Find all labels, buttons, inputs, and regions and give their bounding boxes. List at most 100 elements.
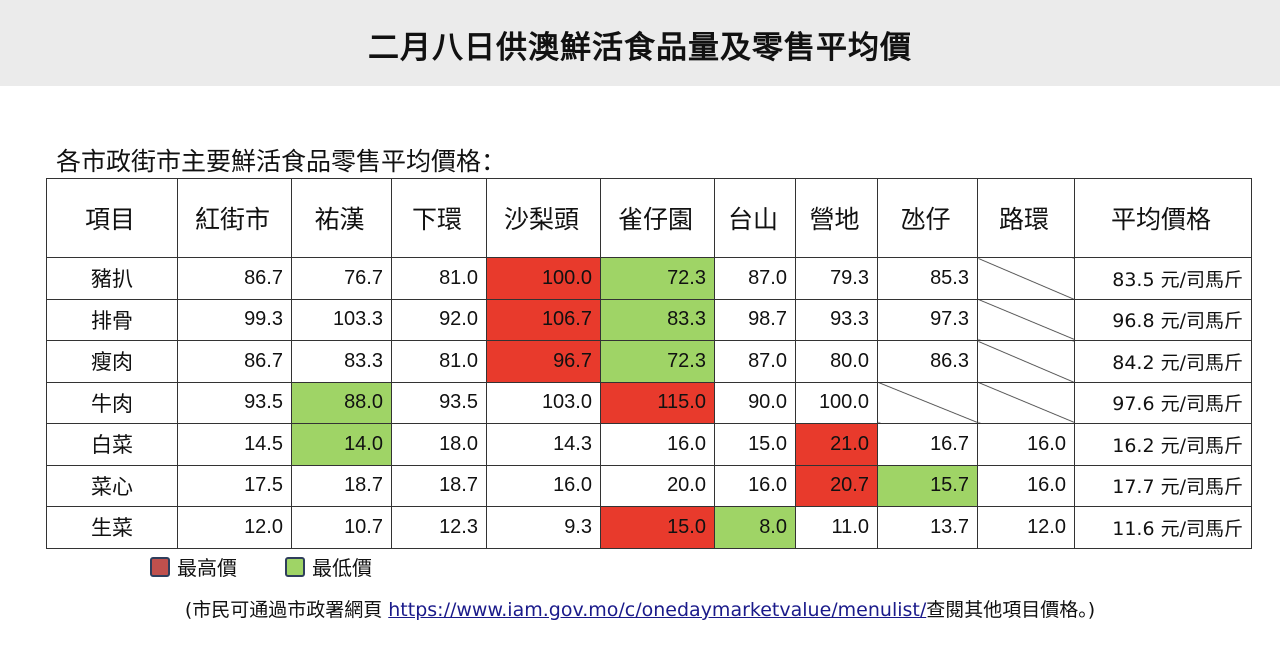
price-cell: 86.7 xyxy=(177,340,292,383)
footnote: (市民可通過市政署網頁 https://www.iam.gov.mo/c/one… xyxy=(0,595,1280,622)
no-data-cell xyxy=(977,340,1075,383)
legend-lowest-label: 最低價 xyxy=(312,556,372,580)
lowest-swatch-icon xyxy=(285,556,305,577)
price-cell: 90.0 xyxy=(714,381,796,424)
legend-highest-label: 最高價 xyxy=(177,556,237,580)
column-header: 雀仔園 xyxy=(600,178,715,258)
average-price-cell: 84.2 元/司馬斤 xyxy=(1074,340,1252,383)
average-price-cell: 83.5 元/司馬斤 xyxy=(1074,257,1252,300)
column-header: 平均價格 xyxy=(1074,178,1252,258)
no-data-cell xyxy=(977,257,1075,300)
highest-price-cell: 20.7 xyxy=(795,464,878,507)
no-data-cell xyxy=(877,381,978,424)
iam-website-link[interactable]: https://www.iam.gov.mo/c/onedaymarketval… xyxy=(388,599,927,621)
price-cell: 16.0 xyxy=(600,423,715,466)
table-header-row: 項目 紅街市 祐漢 下環 沙梨頭 雀仔園 台山 營地 氹仔 路環 平均價格 xyxy=(46,178,1252,258)
price-cell: 92.0 xyxy=(391,298,487,341)
price-cell: 13.7 xyxy=(877,506,978,549)
average-price-cell: 96.8 元/司馬斤 xyxy=(1074,298,1252,341)
table-row: 牛肉 93.5 88.0 93.5 103.0 115.0 90.0 100.0 97.6 元/… xyxy=(46,381,1252,424)
price-cell: 18.7 xyxy=(291,464,392,507)
no-data-cell xyxy=(977,298,1075,341)
column-header: 紅街市 xyxy=(177,178,292,258)
price-cell: 20.0 xyxy=(600,464,715,507)
legend-lowest: 最低價 xyxy=(285,552,372,581)
average-price-cell: 17.7 元/司馬斤 xyxy=(1074,464,1252,507)
lowest-price-cell: 15.7 xyxy=(877,464,978,507)
lowest-price-cell: 88.0 xyxy=(291,381,392,424)
table-row: 瘦肉 86.7 83.3 81.0 96.7 72.3 87.0 80.0 86.3 84.2 元… xyxy=(46,340,1252,383)
column-header: 路環 xyxy=(977,178,1075,258)
price-cell: 14.5 xyxy=(177,423,292,466)
price-cell: 12.3 xyxy=(391,506,487,549)
price-cell: 97.3 xyxy=(877,298,978,341)
price-cell: 103.0 xyxy=(486,381,601,424)
table-row: 生菜 12.0 10.7 12.3 9.3 15.0 8.0 11.0 13.7 12.0 11.6… xyxy=(46,506,1252,549)
average-price-cell: 11.6 元/司馬斤 xyxy=(1074,506,1252,549)
column-header: 祐漢 xyxy=(291,178,392,258)
price-cell: 11.0 xyxy=(795,506,878,549)
highest-swatch-icon xyxy=(150,556,170,577)
column-header: 項目 xyxy=(46,178,178,258)
price-cell: 87.0 xyxy=(714,257,796,300)
row-item-name: 瘦肉 xyxy=(46,340,178,383)
column-header: 氹仔 xyxy=(877,178,978,258)
title-bar xyxy=(0,0,1280,86)
price-cell: 83.3 xyxy=(291,340,392,383)
price-cell: 18.0 xyxy=(391,423,487,466)
price-cell: 10.7 xyxy=(291,506,392,549)
price-cell: 85.3 xyxy=(877,257,978,300)
highest-price-cell: 15.0 xyxy=(600,506,715,549)
price-cell: 18.7 xyxy=(391,464,487,507)
column-header: 下環 xyxy=(391,178,487,258)
lowest-price-cell: 72.3 xyxy=(600,257,715,300)
price-cell: 16.0 xyxy=(714,464,796,507)
price-cell: 81.0 xyxy=(391,340,487,383)
price-cell: 15.0 xyxy=(714,423,796,466)
page-title: 二月八日供澳鮮活食品量及零售平均價 xyxy=(368,30,912,66)
price-table: 項目 紅街市 祐漢 下環 沙梨頭 雀仔園 台山 營地 氹仔 路環 平均價格 豬扒 86.7 76.7 81… xyxy=(46,178,1252,549)
lowest-price-cell: 14.0 xyxy=(291,423,392,466)
price-cell: 99.3 xyxy=(177,298,292,341)
price-cell: 16.0 xyxy=(486,464,601,507)
price-cell: 80.0 xyxy=(795,340,878,383)
table-row: 菜心 17.5 18.7 18.7 16.0 20.0 16.0 20.7 15.7 16.0 17… xyxy=(46,464,1252,507)
price-cell: 81.0 xyxy=(391,257,487,300)
price-cell: 79.3 xyxy=(795,257,878,300)
price-cell: 86.7 xyxy=(177,257,292,300)
price-cell: 86.3 xyxy=(877,340,978,383)
highest-price-cell: 106.7 xyxy=(486,298,601,341)
average-price-cell: 16.2 元/司馬斤 xyxy=(1074,423,1252,466)
price-cell: 98.7 xyxy=(714,298,796,341)
footnote-suffix: 查閱其他項目價格。) xyxy=(926,599,1096,621)
price-cell: 87.0 xyxy=(714,340,796,383)
price-cell: 93.3 xyxy=(795,298,878,341)
footnote-prefix: (市民可通過市政署網頁 xyxy=(184,599,389,621)
price-cell: 93.5 xyxy=(391,381,487,424)
legend: 最高價 最低價 xyxy=(150,552,420,581)
column-header: 台山 xyxy=(714,178,796,258)
price-cell: 12.0 xyxy=(177,506,292,549)
row-item-name: 生菜 xyxy=(46,506,178,549)
price-cell: 12.0 xyxy=(977,506,1075,549)
column-header: 沙梨頭 xyxy=(486,178,601,258)
row-item-name: 白菜 xyxy=(46,423,178,466)
legend-highest: 最高價 xyxy=(150,552,237,581)
price-cell: 16.7 xyxy=(877,423,978,466)
highest-price-cell: 115.0 xyxy=(600,381,715,424)
section-title: 各市政街市主要鮮活食品零售平均價格： xyxy=(56,147,507,176)
table-row: 排骨 99.3 103.3 92.0 106.7 83.3 98.7 93.3 97.3 96.8… xyxy=(46,298,1252,341)
average-price-cell: 97.6 元/司馬斤 xyxy=(1074,381,1252,424)
lowest-price-cell: 83.3 xyxy=(600,298,715,341)
price-cell: 100.0 xyxy=(795,381,878,424)
lowest-price-cell: 8.0 xyxy=(714,506,796,549)
price-cell: 9.3 xyxy=(486,506,601,549)
row-item-name: 豬扒 xyxy=(46,257,178,300)
price-cell: 17.5 xyxy=(177,464,292,507)
highest-price-cell: 21.0 xyxy=(795,423,878,466)
highest-price-cell: 100.0 xyxy=(486,257,601,300)
price-cell: 16.0 xyxy=(977,464,1075,507)
price-cell: 14.3 xyxy=(486,423,601,466)
no-data-cell xyxy=(977,381,1075,424)
table-row: 白菜 14.5 14.0 18.0 14.3 16.0 15.0 21.0 16.7 16.0 16… xyxy=(46,423,1252,466)
